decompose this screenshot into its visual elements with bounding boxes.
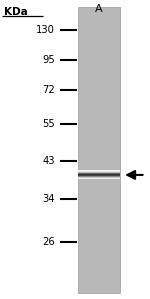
Bar (78, 172, 120, 173)
Bar (78, 176, 120, 177)
Bar (78, 173, 120, 174)
Bar (78, 175, 120, 176)
Text: 43: 43 (42, 155, 55, 166)
Text: 95: 95 (42, 55, 55, 65)
Bar (78, 170, 120, 171)
Text: KDa: KDa (4, 7, 28, 16)
Bar (78, 176, 120, 177)
Bar (78, 177, 120, 178)
Bar (78, 171, 120, 172)
Bar (78, 174, 120, 175)
Text: 72: 72 (42, 85, 55, 95)
Bar (78, 171, 120, 172)
Text: 34: 34 (42, 194, 55, 204)
Bar (78, 173, 120, 174)
Text: A: A (94, 4, 102, 14)
Text: 26: 26 (42, 237, 55, 247)
Bar (78, 178, 120, 179)
Bar (78, 170, 120, 171)
Bar (78, 7, 120, 293)
Bar (78, 172, 120, 173)
Bar (78, 178, 120, 179)
Bar (78, 174, 120, 175)
Text: 130: 130 (36, 25, 55, 35)
Text: 55: 55 (42, 119, 55, 129)
Bar (78, 177, 120, 178)
Bar (78, 175, 120, 176)
